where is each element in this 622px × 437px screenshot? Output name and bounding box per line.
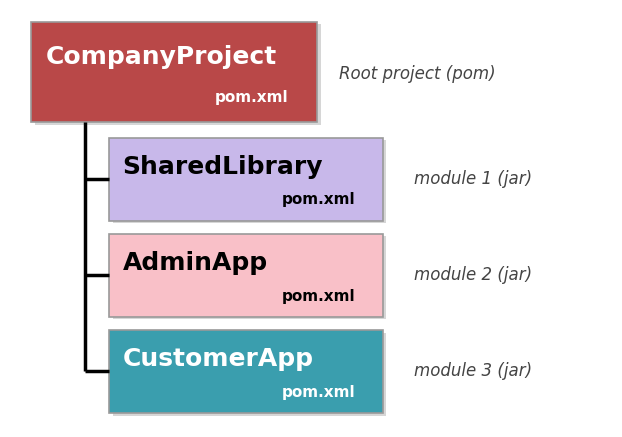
FancyBboxPatch shape	[113, 236, 386, 319]
FancyBboxPatch shape	[109, 330, 383, 413]
Text: pom.xml: pom.xml	[282, 192, 355, 208]
Text: SharedLibrary: SharedLibrary	[123, 155, 323, 179]
Text: pom.xml: pom.xml	[215, 90, 289, 105]
Text: pom.xml: pom.xml	[282, 288, 355, 304]
Text: CustomerApp: CustomerApp	[123, 347, 313, 371]
Text: module 3 (jar): module 3 (jar)	[414, 362, 532, 381]
Text: Root project (pom): Root project (pom)	[339, 65, 496, 83]
FancyBboxPatch shape	[31, 22, 317, 122]
Text: CompanyProject: CompanyProject	[45, 45, 277, 69]
Text: pom.xml: pom.xml	[282, 385, 355, 400]
Text: AdminApp: AdminApp	[123, 251, 267, 275]
Text: module 2 (jar): module 2 (jar)	[414, 266, 532, 284]
FancyBboxPatch shape	[35, 24, 321, 125]
FancyBboxPatch shape	[109, 234, 383, 317]
FancyBboxPatch shape	[113, 333, 386, 416]
FancyBboxPatch shape	[113, 140, 386, 223]
Text: module 1 (jar): module 1 (jar)	[414, 170, 532, 188]
FancyBboxPatch shape	[109, 138, 383, 221]
